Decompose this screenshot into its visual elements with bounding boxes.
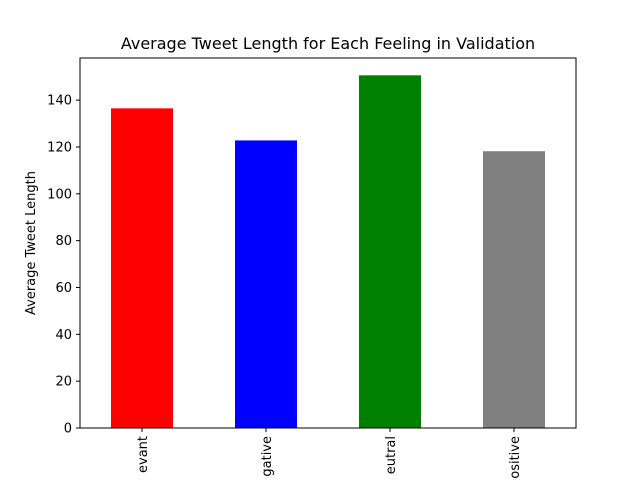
bars-layer: [111, 75, 545, 429]
y-tick-label: 20: [55, 375, 72, 390]
y-tick-label: 60: [55, 281, 72, 296]
chart-title: Average Tweet Length for Each Feeling in…: [121, 34, 535, 53]
bar-2: [359, 75, 421, 429]
y-tick-label: 80: [55, 234, 72, 249]
y-tick-label: 0: [64, 422, 72, 437]
y-tick-label: 120: [47, 140, 72, 155]
x-tick-label: eutral: [384, 436, 399, 474]
y-tick-label: 40: [55, 328, 72, 343]
plot-frame: [79, 57, 577, 429]
x-tick-label: ositive: [508, 436, 523, 479]
y-axis-label: Average Tweet Length: [24, 171, 39, 315]
bar-3: [483, 151, 545, 429]
y-axis-ticks: 0 20 40 60 80 100 120 140: [47, 94, 80, 437]
x-tick-label: evant: [136, 436, 151, 473]
y-tick-label: 100: [47, 187, 72, 202]
x-tick-label: gative: [260, 436, 275, 477]
bar-0: [111, 108, 173, 429]
y-tick-label: 140: [47, 94, 72, 109]
x-axis-ticks: evant gative eutral ositive: [136, 428, 523, 479]
bar-1: [235, 140, 297, 429]
